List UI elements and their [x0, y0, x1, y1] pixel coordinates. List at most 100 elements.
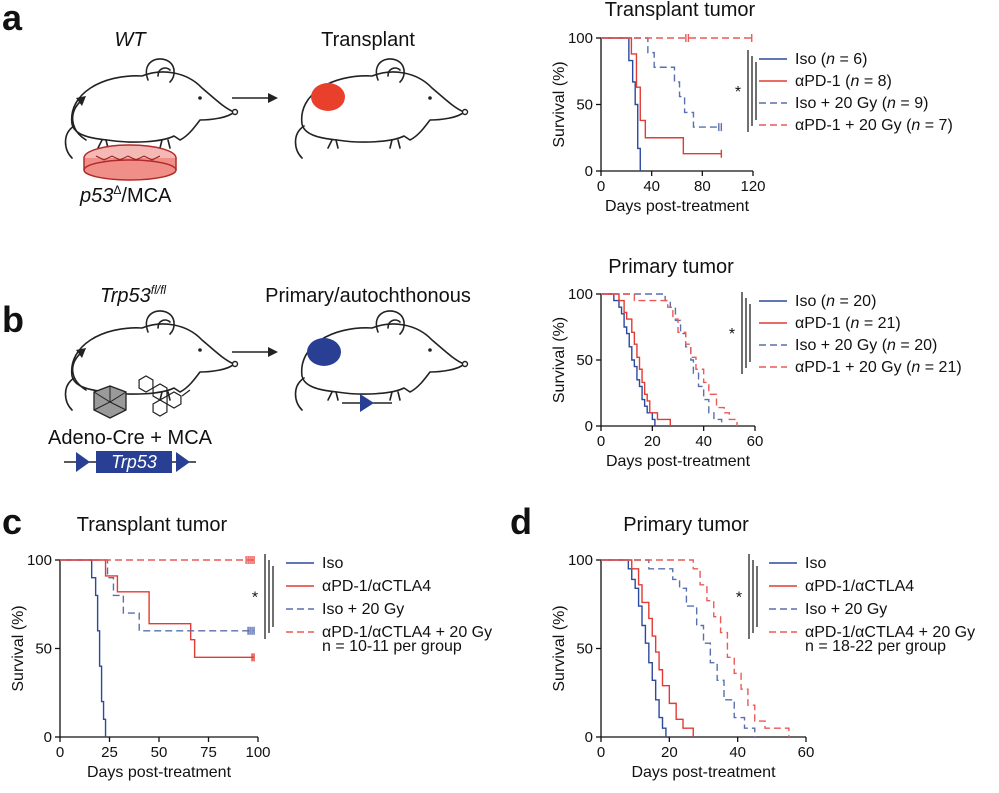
panel-letter-c: c — [2, 501, 22, 542]
x-tick-label: 50 — [151, 744, 168, 761]
x-tick-label: 0 — [597, 178, 605, 195]
x-tick-label: 60 — [798, 744, 815, 761]
y-axis-label-c: Survival (%) — [10, 605, 27, 691]
x-axis-label-b: Days post-treatment — [606, 453, 751, 470]
significance-bracket-b: * — [729, 292, 751, 374]
x-tick-label: 60 — [747, 433, 764, 450]
survival-curve-b-0 — [601, 293, 656, 426]
survival-curve-a-1 — [601, 37, 722, 155]
survival-curve-c-2 — [60, 559, 255, 632]
significance-bracket-c: * — [252, 554, 274, 639]
significance-star: * — [252, 590, 258, 607]
legend-label: αPD-1 + 20 Gy (n = 21) — [795, 359, 962, 376]
legend-label: αPD-1 (n = 21) — [795, 315, 901, 332]
significance-bracket-a: * — [735, 50, 757, 132]
arrow-to-primary — [232, 347, 278, 357]
x-axis-label-a: Days post-treatment — [605, 198, 750, 215]
injection-arrow — [71, 99, 87, 141]
survival-curve-c-0 — [60, 559, 107, 737]
legend-label: Iso + 20 Gy — [322, 601, 404, 618]
survival-curve-c-1 — [60, 559, 255, 659]
arrow-to-transplant — [232, 93, 278, 103]
group-size-note-d: n = 18-22 per group — [805, 638, 946, 655]
x-tick-label: 0 — [56, 744, 64, 761]
x-tick-label: 40 — [729, 744, 746, 761]
transplant-mouse — [294, 58, 469, 159]
injection-arrow-b — [71, 351, 87, 391]
x-tick-label: 25 — [101, 744, 118, 761]
transplant-tumor-icon — [311, 83, 345, 111]
panel-letter-a: a — [2, 0, 23, 38]
primary-mouse — [294, 310, 469, 411]
x-tick-label: 100 — [245, 744, 270, 761]
x-tick-label: 75 — [200, 744, 217, 761]
y-tick-label: 100 — [568, 30, 593, 47]
y-tick-label: 50 — [576, 641, 593, 658]
cell-line-label: p53Δ/MCA — [79, 183, 172, 207]
legend-label: αPD-1/αCTLA4 + 20 Gy — [805, 624, 975, 641]
genotype-label: Trp53fl/fl — [100, 283, 166, 307]
legend-label: Iso (n = 6) — [795, 51, 868, 68]
x-tick-label: 40 — [695, 433, 712, 450]
chart-title-d: Primary tumor — [623, 514, 749, 536]
y-tick-label: 0 — [585, 729, 593, 746]
petri-dish-icon — [83, 144, 177, 181]
survival-chart-a: Transplant tumor 0 40 80 120 0 50 100 Days post-… — [551, 0, 953, 215]
x-tick-label: 20 — [661, 744, 678, 761]
significance-star: * — [736, 590, 742, 607]
y-tick-label: 0 — [585, 418, 593, 435]
group-size-note-c: n = 10-11 per group — [322, 638, 462, 655]
trp53-construct: Trp53 — [64, 451, 196, 473]
legend-label: Iso + 20 Gy (n = 9) — [795, 95, 928, 112]
legend-label: αPD-1/αCTLA4 — [805, 578, 914, 595]
wt-label: WT — [114, 29, 147, 51]
survival-curve-d-0 — [601, 559, 667, 737]
y-tick-label: 50 — [35, 641, 52, 658]
x-tick-label: 120 — [740, 178, 765, 195]
primary-label: Primary/autochthonous — [265, 285, 471, 307]
survival-curve-a-0 — [601, 37, 641, 171]
adenovirus-icon — [93, 385, 127, 419]
panel-letter-b: b — [2, 299, 24, 340]
transplant-label: Transplant — [321, 29, 415, 51]
survival-curve-b-2 — [601, 293, 723, 426]
legend-label: αPD-1/αCTLA4 + 20 Gy — [322, 624, 492, 641]
wt-mouse — [64, 58, 239, 159]
trp53-box-label: Trp53 — [111, 452, 157, 472]
survival-curve-b-3 — [601, 293, 738, 426]
y-tick-label: 100 — [568, 552, 593, 569]
survival-chart-b: Primary tumor 0 20 40 60 0 50 100 Days post-trea… — [551, 256, 962, 470]
primary-tumor-icon — [307, 338, 341, 366]
legend-label: αPD-1 + 20 Gy (n = 7) — [795, 117, 953, 134]
significance-bracket-d: * — [736, 554, 758, 639]
significance-star: * — [735, 84, 741, 101]
y-axis-label-b: Survival (%) — [551, 317, 568, 403]
y-tick-label: 100 — [568, 286, 593, 303]
x-axis-label-c: Days post-treatment — [87, 764, 232, 781]
y-axis-label-a: Survival (%) — [551, 61, 568, 147]
floxed-mouse — [64, 310, 239, 411]
survival-curve-d-3 — [601, 559, 790, 737]
legend-label: Iso — [322, 555, 343, 572]
survival-curve-a-2 — [601, 37, 722, 128]
chart-title-b: Primary tumor — [608, 256, 734, 278]
x-axis-label-d: Days post-treatment — [631, 764, 776, 781]
x-tick-label: 40 — [643, 178, 660, 195]
chart-title-c: Transplant tumor — [77, 514, 228, 536]
legend-label: αPD-1/αCTLA4 — [322, 578, 431, 595]
y-axis-label-d: Survival (%) — [551, 605, 568, 691]
x-tick-label: 0 — [597, 744, 605, 761]
survival-curve-d-1 — [601, 559, 694, 737]
x-tick-label: 0 — [597, 433, 605, 450]
y-tick-label: 0 — [44, 729, 52, 746]
survival-curve-d-2 — [601, 559, 756, 737]
legend-label: Iso + 20 Gy (n = 20) — [795, 337, 937, 354]
legend-label: αPD-1 (n = 8) — [795, 73, 892, 90]
legend-label: Iso (n = 20) — [795, 293, 876, 310]
legend-label: Iso + 20 Gy — [805, 601, 887, 618]
y-tick-label: 50 — [576, 97, 593, 114]
survival-chart-c: Transplant tumor 0 25 50 75 100 0 50 100 Days pos… — [10, 514, 492, 781]
recombined-allele — [342, 394, 392, 412]
x-tick-label: 80 — [694, 178, 711, 195]
